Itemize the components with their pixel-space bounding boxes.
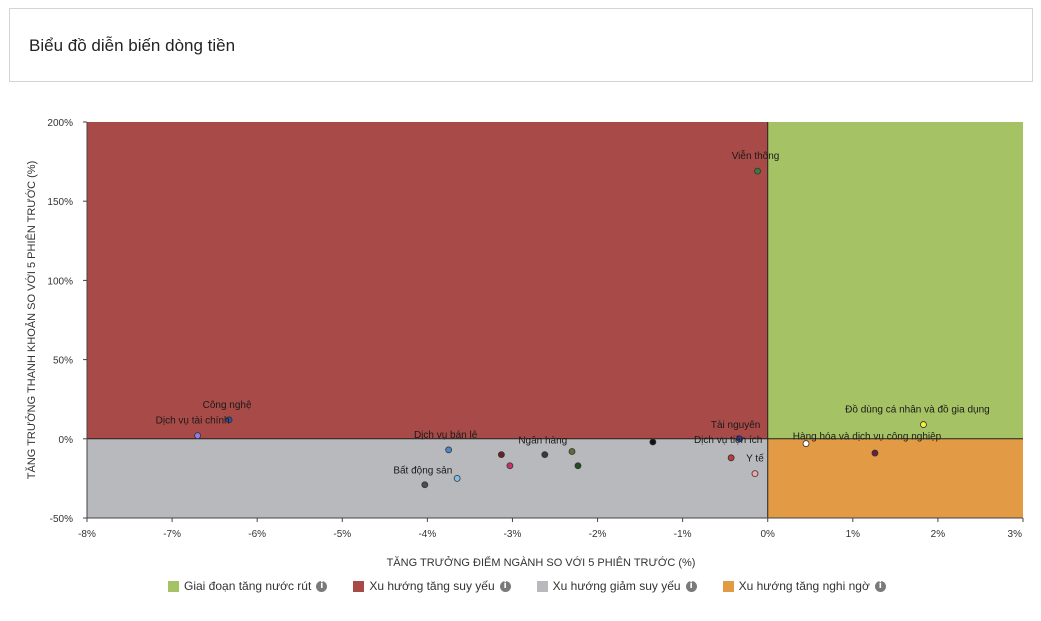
y-tick-label: 50% — [53, 356, 73, 367]
data-point-dich-vu-tai-chinh — [194, 432, 202, 440]
y-axis-title: TĂNG TRƯỞNG THANH KHOẢN SO VỚI 5 PHIÊN T… — [25, 161, 38, 479]
quadrant-xu-huong-giam-suy-yeu — [87, 438, 768, 518]
legend-item-sprint-phase[interactable]: Giai đoạn tăng nước rút i — [168, 579, 328, 593]
x-tick-label: -4% — [418, 529, 436, 540]
data-point-do-dung-ca-nhan-va-do-gia-dung — [920, 421, 927, 428]
data-label-dich-vu-tai-chinh: Dịch vụ tài chính — [156, 416, 230, 427]
quadrant-giai-doan-tang-nuoc-rut — [767, 122, 1023, 439]
data-point-tai-nguyen — [736, 435, 744, 443]
data-point-hang-hoa-va-dich-vu-cong-nghiep — [802, 440, 810, 447]
data-label-vien-thong: Viễn thông — [732, 149, 780, 162]
y-tick-label: 200% — [47, 118, 73, 129]
x-tick-label: 1% — [846, 529, 861, 540]
data-point-dich-vu-tien-ich — [727, 454, 735, 462]
data-point-point-6 — [497, 451, 505, 459]
legend-swatch-weakening-uptrend — [353, 580, 365, 592]
data-point-point-16 — [871, 449, 879, 457]
legend-swatch-sprint-phase — [168, 580, 179, 592]
page-title: Biểu đồ diễn biến dòng tiền — [29, 36, 236, 55]
x-tick-label: 3% — [1008, 529, 1023, 540]
data-label-hang-hoa-va-dich-vu-cong-nghiep: Hàng hóa và dịch vụ công nghiệp — [793, 432, 942, 443]
y-tick-label: 150% — [47, 197, 73, 208]
data-label-ngan-hang: Ngân hàng — [518, 436, 567, 447]
data-point-ngan-hang — [541, 451, 549, 459]
x-tick-label: -5% — [333, 529, 351, 540]
data-point-bat-dong-san — [421, 481, 429, 489]
y-tick-label: 100% — [47, 276, 73, 287]
data-label-dich-vu-ban-le: Dịch vụ bán lẻ — [414, 430, 478, 441]
data-point-y-te — [751, 470, 759, 478]
x-tick-label: -1% — [674, 529, 692, 540]
legend-swatch-doubtful-uptrend — [722, 580, 734, 592]
x-axis-title: TĂNG TRƯỞNG ĐIỂM NGÀNH SO VỚI 5 PHIÊN TR… — [387, 556, 696, 569]
data-label-dich-vu-tien-ich: Dịch vụ tiện ích — [694, 435, 762, 446]
data-point-point-7 — [506, 462, 514, 470]
data-label-tai-nguyen: Tài nguyên — [711, 420, 760, 431]
data-label-y-te: Y tế — [746, 453, 764, 465]
quadrant-xu-huong-tang-nghi-ngo — [767, 438, 1023, 518]
data-point-point-5 — [453, 474, 461, 482]
legend-label-weakening-downtrend: Xu hướng giảm suy yếu — [552, 579, 681, 593]
x-tick-label: -6% — [248, 529, 266, 540]
data-label-do-dung-ca-nhan-va-do-gia-dung: Đồ dùng cá nhân và đồ gia dụng — [845, 404, 990, 416]
quadrant-xu-huong-tang-suy-yeu — [87, 122, 768, 439]
data-point-point-10 — [574, 462, 582, 470]
cashflow-scatter-chart: -8% -7% -6% -5% -4% -3% -2% -1% 0% 1% 2% 3% -50% 0% 50… — [25, 118, 1024, 569]
legend-label-doubtful-uptrend: Xu hướng tăng nghi ngờ — [738, 579, 870, 593]
data-label-cong-nghe: Công nghệ — [203, 400, 252, 411]
x-tick-label: -8% — [78, 529, 96, 540]
info-icon[interactable]: i — [499, 580, 511, 592]
chart-legend: Giai đoạn tăng nước rút i Xu hướng tăng … — [168, 578, 912, 594]
info-icon[interactable]: i — [874, 580, 886, 592]
info-icon[interactable]: i — [685, 580, 697, 592]
data-point-cong-nghe — [225, 416, 233, 424]
chart-title-card: Biểu đồ diễn biến dòng tiền — [9, 8, 1033, 82]
data-label-bat-dong-san: Bất động sản — [393, 465, 452, 477]
x-tick-label: 2% — [931, 529, 946, 540]
legend-item-weakening-downtrend[interactable]: Xu hướng giảm suy yếu i — [536, 579, 697, 593]
legend-swatch-weakening-downtrend — [536, 580, 548, 592]
data-point-dich-vu-ban-le — [445, 446, 453, 454]
x-tick-label: 0% — [761, 529, 776, 540]
y-tick-label: 0% — [59, 435, 74, 446]
legend-label-weakening-uptrend: Xu hướng tăng suy yếu — [369, 579, 495, 593]
legend-item-doubtful-uptrend[interactable]: Xu hướng tăng nghi ngờ i — [722, 579, 886, 593]
data-point-vien-thong — [754, 167, 761, 175]
legend-label-sprint-phase: Giai đoạn tăng nước rút — [184, 579, 312, 593]
y-tick-label: -50% — [50, 514, 73, 525]
data-point-point-11 — [649, 438, 657, 446]
info-icon[interactable]: i — [316, 580, 328, 592]
x-tick-label: -2% — [589, 529, 607, 540]
data-point-point-9 — [568, 448, 576, 455]
x-tick-label: -7% — [163, 529, 181, 540]
x-tick-label: -3% — [504, 529, 522, 540]
legend-item-weakening-uptrend[interactable]: Xu hướng tăng suy yếu i — [353, 579, 511, 593]
